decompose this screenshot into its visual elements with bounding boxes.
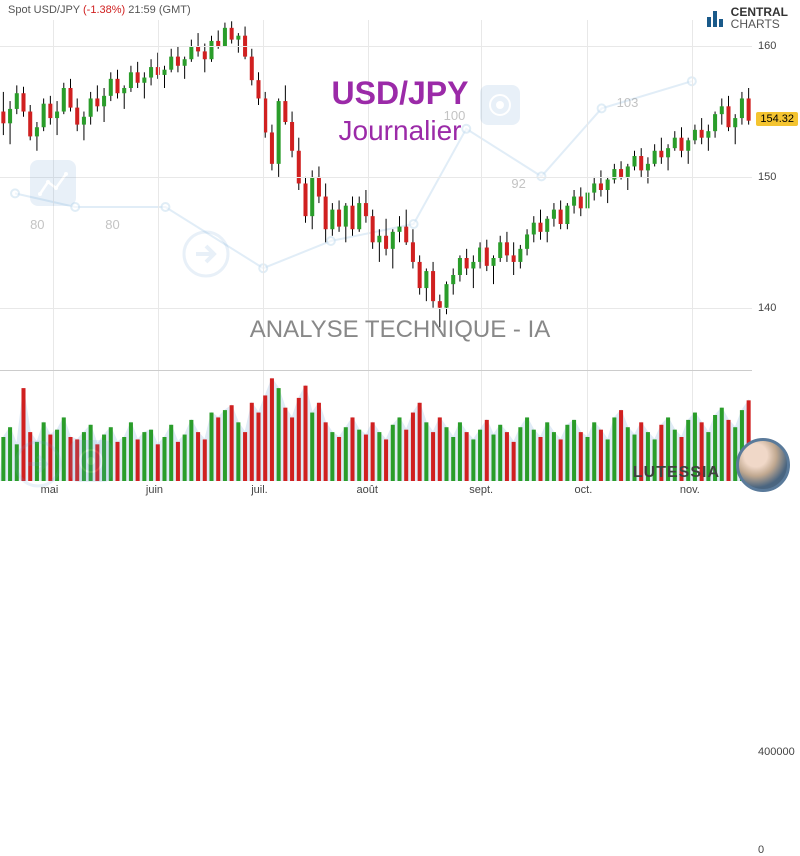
price-chart[interactable]	[0, 20, 752, 360]
y-axis: 140150160	[756, 20, 800, 360]
x-axis: maijuinjuil.aoûtsept.oct.nov.	[0, 484, 752, 498]
arrow-watermark-icon	[14, 440, 62, 488]
avatar-icon	[736, 438, 790, 492]
provider-brand: LUTESSIA	[633, 464, 720, 482]
pct-change: (-1.38%)	[83, 4, 125, 16]
price-header: Spot USD/JPY (-1.38%) 21:59 (GMT)	[8, 4, 191, 16]
analysis-title: ANALYSE TECHNIQUE - IA	[250, 316, 551, 344]
logo-text: CENTRAL CHARTS	[731, 6, 788, 30]
target-watermark-icon	[70, 440, 112, 482]
brand-logo: CENTRAL CHARTS	[707, 6, 788, 30]
arrow-watermark-icon	[182, 230, 230, 278]
chart-subtitle: Journalier	[339, 115, 462, 147]
logo-icon	[707, 9, 725, 27]
target-watermark-icon	[480, 85, 520, 125]
chart-title: USD/JPY	[332, 75, 469, 112]
chart-watermark-icon	[30, 160, 76, 206]
timestamp: 21:59 (GMT)	[128, 4, 190, 16]
pair-name: Spot USD/JPY	[8, 4, 80, 16]
current-price-flag: 154.32	[756, 112, 798, 126]
